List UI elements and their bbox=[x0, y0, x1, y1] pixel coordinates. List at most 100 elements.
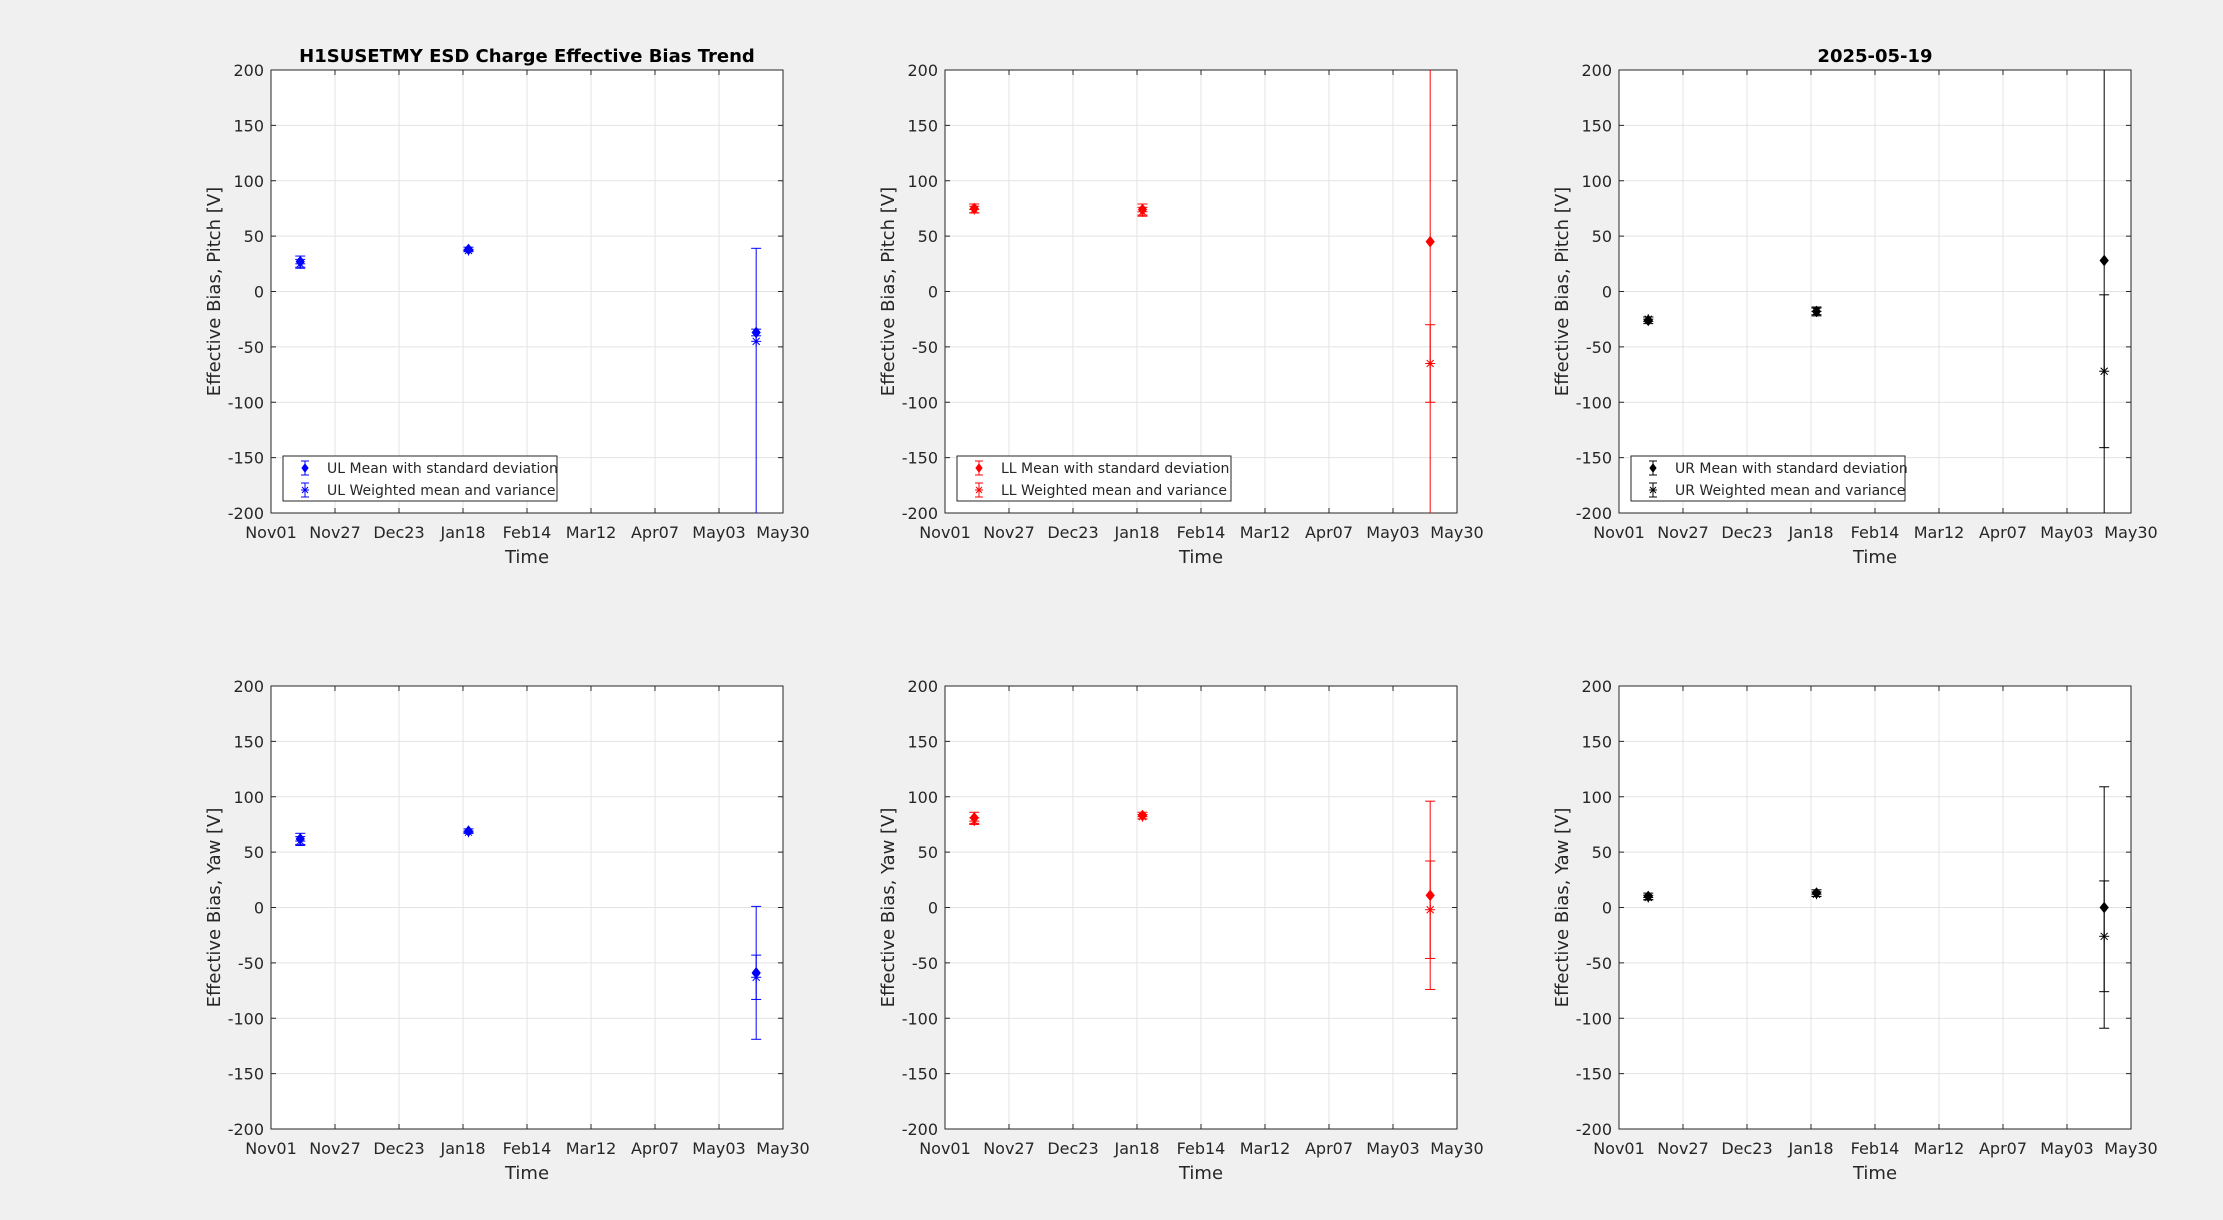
y-tick-label: -200 bbox=[228, 504, 264, 523]
data-point-weighted bbox=[1811, 306, 1822, 317]
data-point-weighted bbox=[2099, 931, 2110, 942]
axes-box bbox=[944, 685, 1458, 1130]
x-tick-label: Mar12 bbox=[1240, 523, 1291, 542]
star-stroke bbox=[752, 973, 761, 982]
y-tick-label: -200 bbox=[902, 504, 938, 523]
star-stroke bbox=[296, 259, 305, 268]
data-point-weighted bbox=[463, 245, 474, 256]
data-point-weighted bbox=[969, 204, 980, 215]
x-axis-label: Time bbox=[1852, 1163, 1897, 1184]
x-tick-label: Feb14 bbox=[503, 523, 552, 542]
legend-box bbox=[1630, 455, 1906, 502]
data-layer bbox=[295, 825, 762, 1040]
x-tick-label: Nov01 bbox=[919, 523, 971, 542]
y-tick-label: 100 bbox=[1581, 172, 1612, 191]
y-tick-label: 0 bbox=[254, 899, 264, 918]
data-point-weighted bbox=[1425, 358, 1436, 369]
y-tick-label: 50 bbox=[1592, 843, 1612, 862]
data-point-weighted bbox=[1137, 811, 1148, 822]
x-tick-label: Dec23 bbox=[1721, 523, 1772, 542]
legend-box bbox=[956, 455, 1232, 502]
x-tick-label: Jan18 bbox=[1113, 1139, 1159, 1158]
panel-ll-pitch: Nov01 Nov27 Dec23 Jan18 Feb14 Mar12 Apr07 May03… bbox=[878, 61, 1484, 568]
star-stroke bbox=[970, 205, 979, 214]
x-axis-label: Time bbox=[1852, 547, 1897, 568]
x-tick-label: May30 bbox=[2104, 523, 2157, 542]
data-point-weighted bbox=[1137, 206, 1148, 217]
x-tick-label: Nov01 bbox=[1593, 1139, 1645, 1158]
x-tick-label: Nov27 bbox=[983, 1139, 1035, 1158]
x-tick-label: Mar12 bbox=[566, 1139, 617, 1158]
x-tick-label: May03 bbox=[2040, 1139, 2093, 1158]
y-tick-label: 200 bbox=[1581, 61, 1612, 80]
y-tick-label: -150 bbox=[1576, 449, 1612, 468]
x-tick-label: Nov27 bbox=[983, 523, 1035, 542]
y-tick-label: 0 bbox=[1602, 899, 1612, 918]
x-tick-label: May03 bbox=[692, 1139, 745, 1158]
data-point-mean bbox=[2099, 254, 2109, 267]
x-tick-label: May03 bbox=[2040, 523, 2093, 542]
legend-marker-weighted bbox=[1649, 486, 1657, 494]
data-point-mean bbox=[1425, 235, 1435, 248]
y-tick-label: 150 bbox=[233, 116, 264, 135]
y-tick-label: 200 bbox=[907, 677, 938, 696]
x-tick-label: Feb14 bbox=[1851, 523, 1900, 542]
y-tick-label: -100 bbox=[1576, 393, 1612, 412]
y-tick-label: -50 bbox=[912, 338, 938, 357]
star-stroke bbox=[1812, 307, 1821, 316]
legend-label: UL Mean with standard deviation bbox=[327, 461, 558, 477]
y-tick-label: 0 bbox=[1602, 283, 1612, 302]
x-tick-label: May30 bbox=[756, 523, 809, 542]
x-tick-label: Dec23 bbox=[1721, 1139, 1772, 1158]
star-stroke bbox=[2100, 932, 2109, 941]
star-stroke bbox=[975, 486, 983, 494]
legend-marker-weighted bbox=[975, 486, 983, 494]
data-point-weighted bbox=[969, 816, 980, 827]
y-tick-label: -200 bbox=[902, 1120, 938, 1139]
star-stroke bbox=[1138, 207, 1147, 216]
x-tick-label: Apr07 bbox=[1305, 1139, 1353, 1158]
data-layer bbox=[969, 70, 1436, 513]
star-stroke bbox=[2100, 367, 2109, 376]
x-axis-label: Time bbox=[504, 547, 549, 568]
data-point-weighted bbox=[295, 836, 306, 847]
chart-title: 2025-05-19 bbox=[1817, 46, 1932, 67]
y-tick-label: 0 bbox=[254, 283, 264, 302]
y-tick-label: 150 bbox=[1581, 732, 1612, 751]
y-axis-label: Effective Bias, Yaw [V] bbox=[204, 808, 225, 1008]
y-tick-label: -150 bbox=[228, 449, 264, 468]
x-tick-label: Apr07 bbox=[631, 523, 679, 542]
y-tick-label: -50 bbox=[1586, 338, 1612, 357]
data-point-weighted bbox=[463, 827, 474, 838]
x-tick-label: Feb14 bbox=[1177, 1139, 1226, 1158]
x-tick-label: Dec23 bbox=[1047, 523, 1098, 542]
chart-title: H1SUSETMY ESD Charge Effective Bias Tren… bbox=[299, 46, 755, 67]
star-stroke bbox=[464, 246, 473, 255]
data-point-weighted bbox=[1811, 889, 1822, 900]
legend-label: UR Mean with standard deviation bbox=[1675, 461, 1908, 477]
data-point-weighted bbox=[1643, 314, 1654, 325]
x-tick-label: May30 bbox=[2104, 1139, 2157, 1158]
y-tick-label: 50 bbox=[918, 843, 938, 862]
data-layer bbox=[1643, 70, 2110, 513]
legend-label: UL Weighted mean and variance bbox=[327, 483, 555, 499]
star-stroke bbox=[1649, 486, 1657, 494]
star-stroke bbox=[296, 837, 305, 845]
star-stroke bbox=[752, 337, 761, 346]
y-tick-label: 50 bbox=[244, 227, 264, 246]
x-tick-label: Nov27 bbox=[1657, 523, 1709, 542]
y-tick-label: -50 bbox=[1586, 954, 1612, 973]
star-stroke bbox=[1644, 315, 1653, 324]
x-tick-label: Mar12 bbox=[1914, 1139, 1965, 1158]
x-axis-label: Time bbox=[504, 1163, 549, 1184]
axes-box bbox=[1618, 69, 2132, 514]
data-point-weighted bbox=[2099, 366, 2110, 377]
x-tick-label: Dec23 bbox=[373, 1139, 424, 1158]
x-tick-label: Nov01 bbox=[919, 1139, 971, 1158]
x-tick-label: Apr07 bbox=[1979, 1139, 2027, 1158]
x-tick-label: Mar12 bbox=[1914, 523, 1965, 542]
legend-label: LL Mean with standard deviation bbox=[1001, 461, 1229, 477]
star-stroke bbox=[1812, 890, 1821, 899]
